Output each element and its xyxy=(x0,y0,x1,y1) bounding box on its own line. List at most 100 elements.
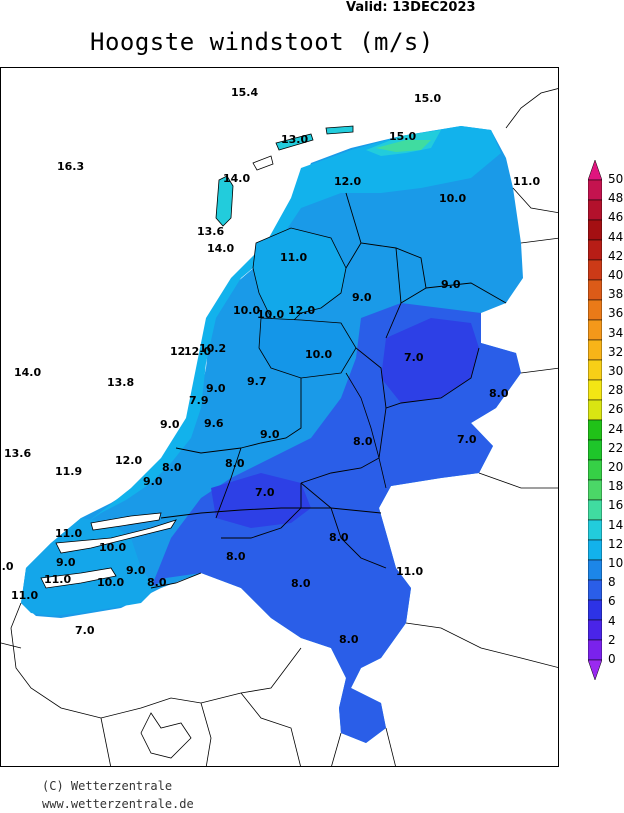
value-label: 8.0 xyxy=(147,576,167,589)
credit-copyright: (C) Wetterzentrale xyxy=(42,779,173,793)
value-label: 11.0 xyxy=(11,589,39,602)
value-label: 9.0 xyxy=(143,475,163,488)
value-label: 10.0 xyxy=(439,192,467,205)
map-canvas xyxy=(1,88,558,766)
legend-swatch xyxy=(588,619,602,641)
river-ijssel xyxy=(345,372,387,489)
legend-tick: 12 xyxy=(608,536,624,551)
legend-tick: 38 xyxy=(608,287,624,302)
legend-tick: 8 xyxy=(608,575,616,590)
value-label: 11.0 xyxy=(280,251,308,264)
legend-tick: 14 xyxy=(608,517,624,532)
value-label: 10.0 xyxy=(305,348,333,361)
legend-tick: 28 xyxy=(608,383,624,398)
legend-tick: 50 xyxy=(608,172,624,186)
value-label: 10.0 xyxy=(99,541,127,554)
value-label: 15.0 xyxy=(414,92,442,105)
map-title: Hoogste windstoot (m/s) xyxy=(90,28,434,56)
legend-tick: 44 xyxy=(608,229,624,244)
value-label: 14.0 xyxy=(223,172,251,185)
legend-swatch xyxy=(588,499,602,521)
value-label: 8.0 xyxy=(339,633,359,646)
value-label: 8.0 xyxy=(226,550,246,563)
value-label: 10.0 xyxy=(97,576,125,589)
value-label: 16.3 xyxy=(57,160,85,173)
value-label: 9.0 xyxy=(126,564,146,577)
value-label: 7.0 xyxy=(404,351,424,364)
legend-swatch xyxy=(588,319,602,341)
legend-swatch xyxy=(588,439,602,461)
legend-tick: 4 xyxy=(608,613,616,628)
legend-swatch xyxy=(588,239,602,261)
legend-tick: 6 xyxy=(608,594,616,609)
value-label: 12.0 xyxy=(334,175,362,188)
legend-tick: 2 xyxy=(608,632,616,647)
legend-swatch xyxy=(588,579,602,601)
value-label: 14.0 xyxy=(207,242,235,255)
value-label: 12.0 xyxy=(115,454,143,467)
contour-zeeland xyxy=(21,518,156,616)
river-waal xyxy=(160,507,382,519)
ijsselmeer xyxy=(252,227,347,329)
legend-swatch xyxy=(588,479,602,501)
value-label: 12.0 xyxy=(184,345,212,358)
value-label: 9.0 xyxy=(441,278,461,291)
legend-tick: 22 xyxy=(608,440,624,455)
value-label: 8.0 xyxy=(329,531,349,544)
legend-swatch xyxy=(588,379,602,401)
oosterschelde xyxy=(40,567,117,589)
legend-swatch xyxy=(588,299,602,321)
value-label: 8.0 xyxy=(225,457,245,470)
value-label: 7.0 xyxy=(457,433,477,446)
legend-swatch xyxy=(588,160,602,181)
legend-tick: 10 xyxy=(608,556,624,570)
legend-swatch xyxy=(588,659,602,680)
value-label: 11.9 xyxy=(55,465,83,478)
value-label: 8.0 xyxy=(162,461,182,474)
contour-12 xyxy=(86,126,501,523)
value-label: 11.0 xyxy=(55,527,83,540)
value-label: 8.0 xyxy=(353,435,373,448)
value-label: 15.4 xyxy=(231,86,259,99)
legend-swatch xyxy=(588,459,602,481)
legend-swatch xyxy=(588,639,602,661)
value-label: 7.9 xyxy=(189,394,209,407)
value-label: 9.7 xyxy=(247,375,267,388)
value-label: 9.0 xyxy=(206,382,226,395)
legend-tick: 18 xyxy=(608,479,624,494)
value-label: 14.0 xyxy=(14,366,42,379)
legend-tick: 16 xyxy=(608,498,624,513)
legend-swatch xyxy=(588,419,602,441)
legend-tick: 34 xyxy=(608,325,624,340)
value-label: 13.8 xyxy=(107,376,135,389)
westerschelde xyxy=(55,519,177,554)
legend-tick: 30 xyxy=(608,364,624,378)
value-label: 11.0 xyxy=(396,565,424,578)
legend-tick: 48 xyxy=(608,191,624,206)
contour-16 xyxy=(376,140,431,152)
value-label: 2.0 xyxy=(1,560,14,573)
contour-6-mid xyxy=(211,473,311,528)
value-label: 12 xyxy=(170,345,186,358)
value-label: 8.0 xyxy=(489,387,509,400)
value-label: 13.0 xyxy=(281,133,309,146)
province-borders xyxy=(150,192,507,589)
map-frame: 15.4 15.0 16.3 13.0 15.0 12.0 11.0 14.0 10.0 13.6… xyxy=(0,67,559,767)
legend-bar xyxy=(588,160,602,680)
legend-tick: 26 xyxy=(608,402,624,417)
legend-swatch xyxy=(588,359,602,381)
legend-tick: 24 xyxy=(608,421,624,436)
legend-swatch xyxy=(588,339,602,361)
island-texel xyxy=(215,175,234,227)
value-label: 10.2 xyxy=(199,342,227,355)
legend-tick: 32 xyxy=(608,344,624,359)
value-label: 11.0 xyxy=(44,573,72,586)
legend-swatch xyxy=(588,519,602,541)
legend-swatch xyxy=(588,279,602,301)
haringvliet xyxy=(90,512,162,531)
value-label: 9.0 xyxy=(352,291,372,304)
value-label: 9.0 xyxy=(56,556,76,569)
legend-swatch xyxy=(588,179,602,201)
value-label: 9.0 xyxy=(160,418,180,431)
value-label: 7.0 xyxy=(75,624,95,637)
